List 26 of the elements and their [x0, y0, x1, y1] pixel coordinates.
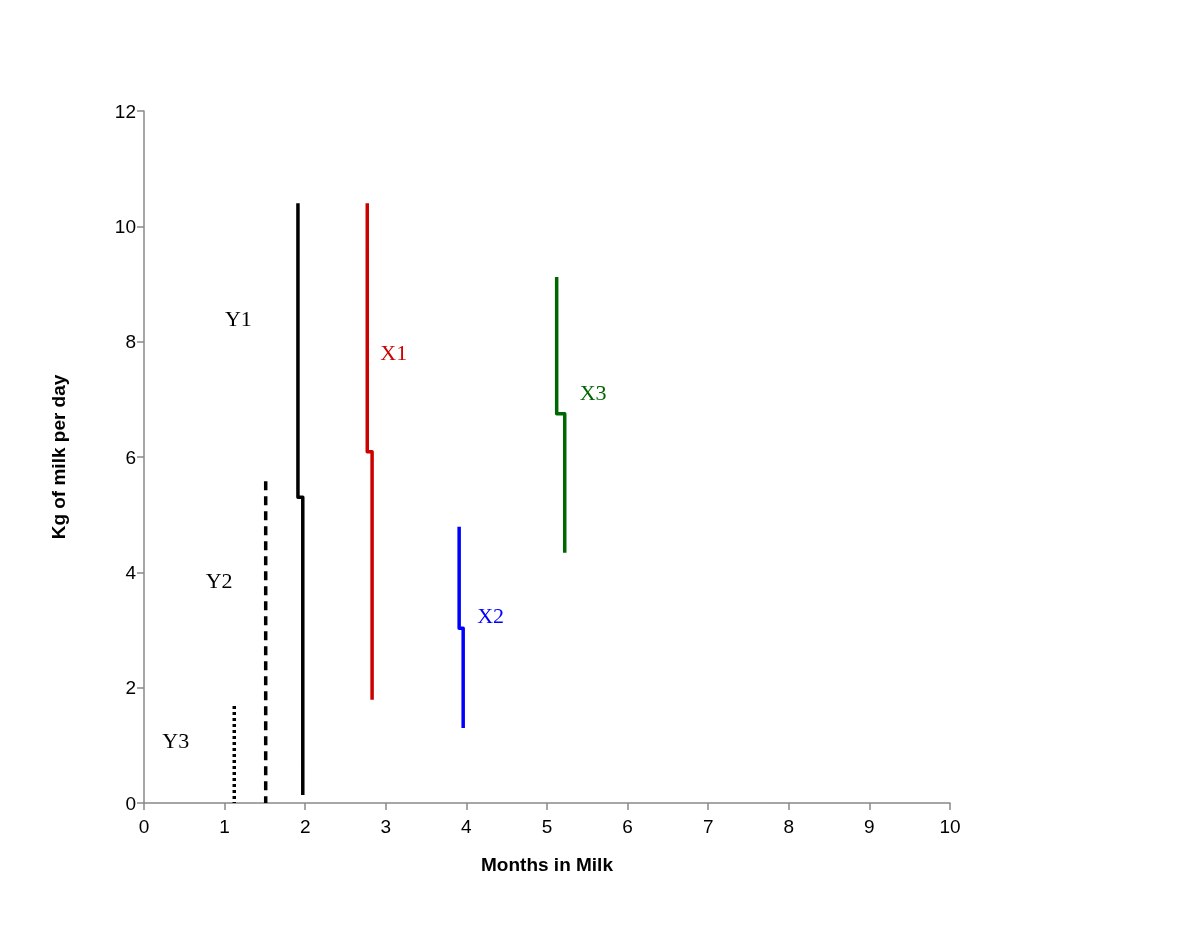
y-tick-label: 4 [125, 561, 137, 583]
x-axis-title: Months in Milk [481, 854, 614, 875]
x-tick-label: 0 [138, 816, 150, 837]
x-tick-label: 6 [622, 816, 633, 837]
text: Y1 [224, 305, 252, 331]
series-label: X1 [380, 339, 408, 365]
x-tick-label: 8 [783, 816, 795, 837]
series-label: Y2 [205, 567, 233, 593]
x-tick-label: 4 [461, 816, 473, 837]
x-tick-label: 10 [939, 816, 961, 837]
y-tick-label: 2 [125, 677, 136, 699]
x-tick-label: 9 [864, 816, 875, 837]
x-tick-label: 7 [702, 816, 714, 837]
y-axis-title: Kg of milk per day [48, 374, 69, 540]
series-label: X3 [579, 379, 607, 405]
text: Y3 [162, 727, 190, 753]
y-tick-label: 12 [114, 100, 136, 122]
x-tick-label: 3 [380, 816, 392, 837]
y-tick-label: 8 [125, 331, 136, 353]
y-tick-label: 10 [114, 215, 136, 237]
y-tick-label: 0 [125, 792, 136, 814]
y-tick-label: 6 [125, 446, 136, 468]
x-tick-label: 1 [219, 816, 230, 837]
series-label: X2 [477, 603, 505, 629]
x-tick-label: 2 [299, 816, 311, 837]
x-tick-label: 5 [541, 816, 553, 837]
